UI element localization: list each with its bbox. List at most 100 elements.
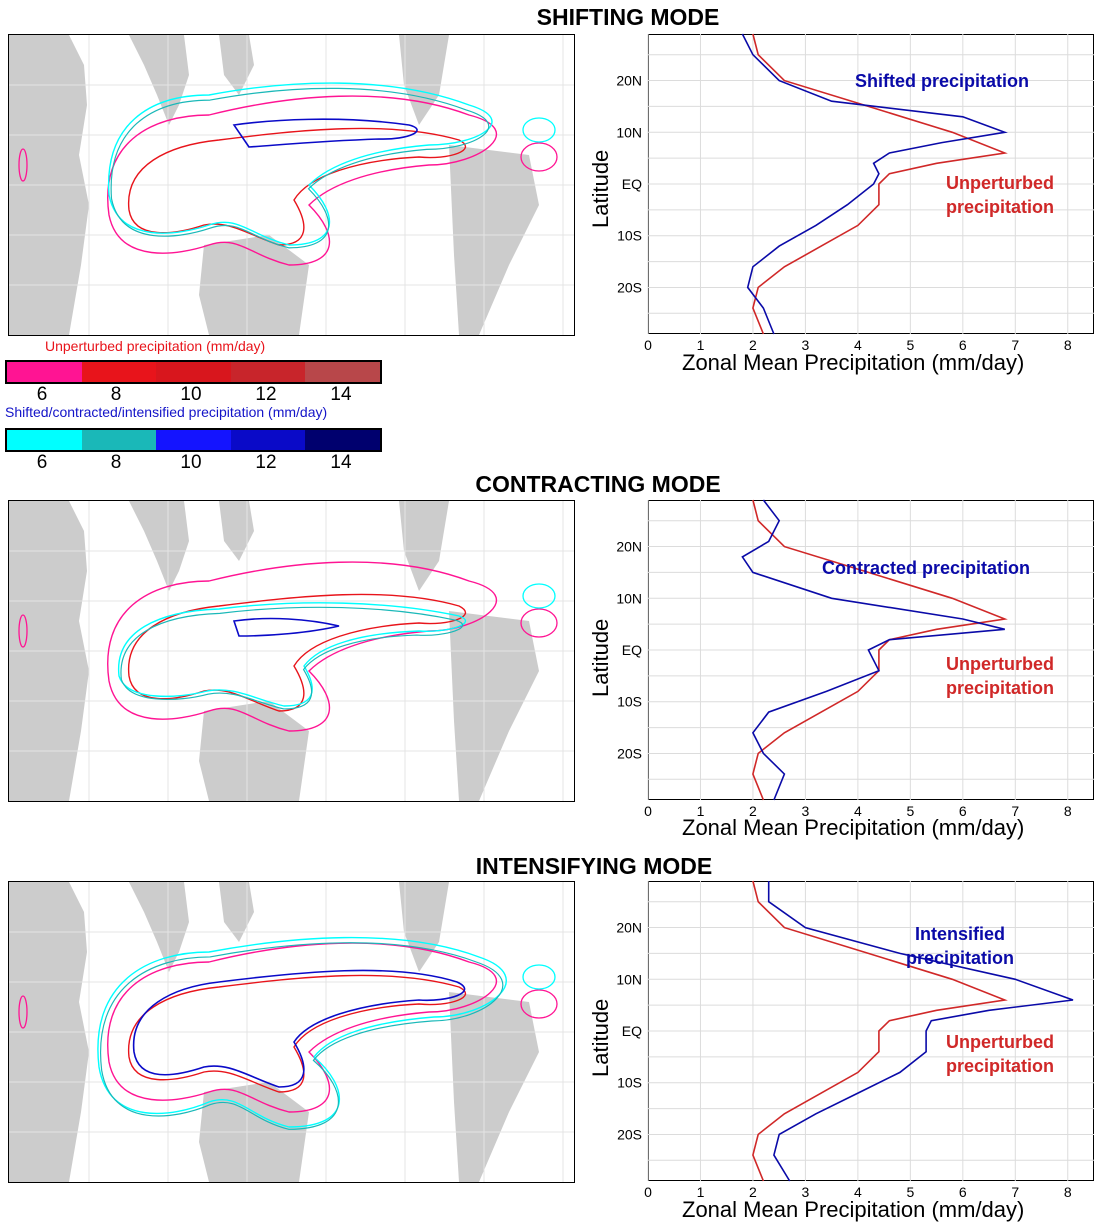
x-tick-label: 7 xyxy=(1011,337,1019,353)
series-line-perturbed xyxy=(767,881,1074,1182)
map-shifting-svg xyxy=(9,35,574,335)
colorbar-tick: 14 xyxy=(330,384,352,405)
annotation-unperturbed: Unperturbed precipitation xyxy=(930,1030,1070,1078)
profile-intensifying-svg: 20N 10N EQ 10S 20S 0 1 2 3 4 5 6 7 8 xyxy=(616,880,1094,1200)
colorbar-tick: 12 xyxy=(255,452,277,473)
x-tick-label: 7 xyxy=(1011,1184,1019,1200)
contour-perturbed xyxy=(232,118,418,148)
profile-chart-contracting: 20N 10N EQ 10S 20S 0 1 2 3 4 5 6 7 8 xyxy=(616,499,1094,819)
y-axis-label: Latitude xyxy=(588,618,613,697)
y-tick-label: 10N xyxy=(616,971,642,987)
annotation-unperturbed: Unperturbed precipitation xyxy=(930,171,1070,219)
contour-unperturbed xyxy=(520,608,558,638)
y-tick-label: 20S xyxy=(617,279,642,295)
colorbar-perturbed-label: Shifted/contracted/intensified precipita… xyxy=(5,404,328,420)
colorbar-tick: 10 xyxy=(180,452,202,473)
colorbar-perturbed-swatch xyxy=(156,430,231,450)
annotation-shifted: Shifted precipitation xyxy=(855,71,1030,91)
y-tick-label: 20S xyxy=(617,745,642,761)
series-line-perturbed xyxy=(741,499,1005,801)
colorbar-tick: 8 xyxy=(110,384,122,405)
x-tick-label: 2 xyxy=(749,337,757,353)
land-shape xyxy=(129,882,189,972)
land-shape xyxy=(399,882,449,972)
land-shape xyxy=(219,35,254,95)
colorbar-unperturbed-swatch xyxy=(7,362,82,382)
profile-chart-intensifying: 20N 10N EQ 10S 20S 0 1 2 3 4 5 6 7 8 xyxy=(616,880,1094,1200)
annotation-unperturbed-text: Unperturbed precipitation xyxy=(945,173,1054,217)
colorbar-perturbed-swatch xyxy=(81,430,157,450)
contour-unperturbed xyxy=(520,142,558,172)
y-tick-label: 20N xyxy=(616,73,642,89)
contour-unperturbed xyxy=(128,127,467,246)
contour-perturbed xyxy=(107,82,493,246)
x-tick-label: 5 xyxy=(906,1184,914,1200)
x-tick-label: 1 xyxy=(697,803,705,819)
land-shape xyxy=(449,611,539,801)
x-tick-label: 4 xyxy=(854,803,862,819)
y-tick-label: EQ xyxy=(622,176,642,192)
x-tick-label: 8 xyxy=(1064,1184,1072,1200)
x-tick-label: 3 xyxy=(802,803,810,819)
annotation-unperturbed: Unperturbed precipitation xyxy=(930,652,1070,700)
x-tick-label: 8 xyxy=(1064,803,1072,819)
x-axis-label: Zonal Mean Precipitation (mm/day) xyxy=(682,815,1025,840)
contour-unperturbed xyxy=(107,95,497,266)
x-tick-label: 8 xyxy=(1064,337,1072,353)
x-tick-label: 5 xyxy=(906,337,914,353)
colorbar-tick: 14 xyxy=(330,452,352,473)
land-shape xyxy=(219,501,254,561)
colorbar-tick: 8 xyxy=(110,452,122,473)
map-intensifying xyxy=(8,881,575,1183)
x-tick-label: 3 xyxy=(802,1184,810,1200)
contour-perturbed xyxy=(120,606,464,710)
map-contracting xyxy=(8,500,575,802)
x-tick-label: 6 xyxy=(959,1184,967,1200)
y-tick-label: 10N xyxy=(616,124,642,140)
contour-perturbed xyxy=(522,583,556,609)
annotation-intensified-text: Intensified precipitation xyxy=(905,924,1014,968)
contour-perturbed xyxy=(132,969,466,1088)
land-shape xyxy=(129,501,189,591)
annotation-intensified: Intensified precipitation xyxy=(890,922,1030,970)
land-shape xyxy=(399,35,449,125)
series-line-perturbed xyxy=(741,33,1008,335)
contour-perturbed xyxy=(522,117,556,143)
profile-shifting-svg: 20N 10N EQ 10S 20S 0 1 2 3 4 5 6 7 8 xyxy=(616,33,1094,353)
colorbar-perturbed xyxy=(5,428,382,452)
y-tick-label: EQ xyxy=(622,642,642,658)
x-axis-label: Zonal Mean Precipitation (mm/day) xyxy=(682,1197,1025,1222)
colorbar-tick: 6 xyxy=(36,452,48,473)
contour-perturbed xyxy=(118,602,467,707)
colorbar-perturbed-swatch xyxy=(7,430,82,450)
annotation-unperturbed-text: Unperturbed precipitation xyxy=(945,1032,1054,1076)
colorbar-unperturbed-label: Unperturbed precipitation (mm/day) xyxy=(45,338,266,354)
y-tick-label: 20N xyxy=(616,920,642,936)
annotation-contracted: Contracted precipitation xyxy=(822,558,1031,578)
contour-perturbed xyxy=(110,87,490,249)
contour-unperturbed xyxy=(520,989,558,1019)
series-line-unperturbed xyxy=(752,880,1008,1182)
panel-title-shifting: SHIFTING MODE xyxy=(536,4,720,30)
x-tick-label: 6 xyxy=(959,803,967,819)
colorbar-unperturbed xyxy=(5,360,382,384)
y-axis-label: Latitude xyxy=(588,149,613,228)
contour-perturbed xyxy=(97,936,507,1128)
x-tick-label: 3 xyxy=(802,337,810,353)
contour-unperturbed xyxy=(107,942,497,1113)
x-tick-label: 4 xyxy=(854,337,862,353)
colorbar-perturbed-swatch xyxy=(230,430,306,450)
land-shape xyxy=(219,882,254,942)
contour-perturbed xyxy=(232,617,340,637)
x-tick-label: 1 xyxy=(697,1184,705,1200)
land-shape xyxy=(449,145,539,335)
annotation-unperturbed-text: Unperturbed precipitation xyxy=(945,654,1054,698)
x-tick-label: 5 xyxy=(906,803,914,819)
map-contracting-svg xyxy=(9,501,574,801)
x-tick-label: 4 xyxy=(854,1184,862,1200)
series-line-unperturbed xyxy=(752,33,1008,335)
x-tick-label: 2 xyxy=(749,1184,757,1200)
x-tick-label: 0 xyxy=(644,1184,652,1200)
x-tick-label: 6 xyxy=(959,337,967,353)
x-tick-label: 0 xyxy=(644,337,652,353)
